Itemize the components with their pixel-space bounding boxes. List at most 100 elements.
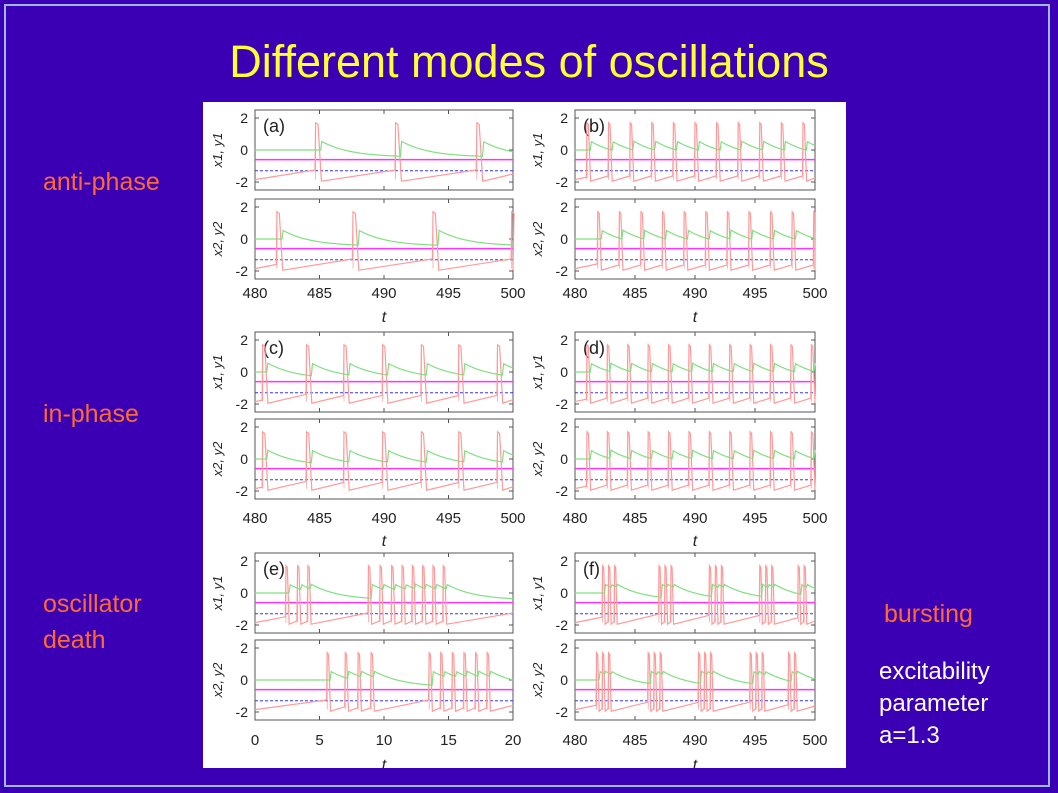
y-tick-label: 2 (240, 199, 248, 215)
chart-panel-a: 2 0 -2 x1, y1 (a) 2 0 -2 x2, y2 480 485 490 495 500 t (210, 109, 526, 326)
x-tick-label: 495 (742, 732, 767, 749)
y-tick-label: 2 (560, 419, 568, 435)
x-tick-label: 0 (251, 732, 259, 749)
y-axis-label: x2, y2 (210, 441, 225, 477)
y-axis-label: x1, y1 (210, 355, 225, 391)
figure-panel: 2 0 -2 x1, y1 (a) 2 0 -2 x2, y2 480 485 490 495 500 t 2… (203, 102, 846, 774)
x-tick-label: 15 (440, 732, 457, 749)
y-axis-label: x2, y2 (530, 221, 545, 257)
x-axis-label: t (382, 533, 387, 550)
y-tick-label: -2 (236, 396, 249, 412)
label-death: death (43, 626, 106, 654)
y-tick-label: 2 (240, 640, 248, 656)
y-variable-trace (575, 362, 816, 373)
y-tick-label: -2 (236, 483, 249, 499)
label-anti-phase: anti-phase (43, 168, 160, 196)
axes-frame (574, 639, 816, 721)
y-axis-label: x1, y1 (210, 576, 225, 612)
y-tick-label: 2 (560, 640, 568, 656)
y-axis-label: x1, y1 (530, 576, 545, 612)
x-axis-label: t (382, 757, 387, 768)
parameter-note: excitability parameter a=1.3 (879, 656, 990, 752)
y-tick-label: 0 (240, 672, 248, 688)
x-tick-label: 500 (802, 510, 827, 527)
axes-frame (254, 552, 514, 634)
x-tick-label: 490 (682, 285, 707, 302)
y-tick-label: -2 (556, 174, 569, 190)
x-tick-label: 490 (371, 510, 396, 527)
x-tick-label: 480 (242, 285, 267, 302)
y-tick-label: 0 (560, 585, 568, 601)
y-axis-label: x1, y1 (530, 355, 545, 391)
x-axis-label: t (693, 533, 698, 550)
x-tick-label: 500 (500, 510, 525, 527)
x-variable-trace (574, 430, 816, 492)
y-tick-label: -2 (556, 396, 569, 412)
x-tick-label: 485 (622, 285, 647, 302)
y-axis-label: x2, y2 (530, 662, 545, 698)
x-tick-label: 500 (500, 285, 525, 302)
x-axis-label: t (693, 757, 698, 768)
y-tick-label: 2 (560, 110, 568, 126)
x-tick-label: 495 (436, 510, 461, 527)
axes-frame (254, 331, 514, 413)
y-tick-label: -2 (556, 263, 569, 279)
y-variable-trace (575, 449, 816, 460)
y-tick-label: 0 (240, 142, 248, 158)
axes-frame (254, 418, 514, 500)
y-variable-trace (255, 140, 514, 157)
y-tick-label: 2 (560, 553, 568, 569)
y-tick-label: -2 (556, 704, 569, 720)
panel-label: (a) (263, 116, 285, 136)
x-tick-label: 495 (436, 285, 461, 302)
chart-panel-f: 2 0 -2 x1, y1 (f) 2 0 -2 x2, y2 480 485 490 495 500 t (530, 552, 828, 774)
y-tick-label: 2 (240, 419, 248, 435)
x-variable-trace (254, 343, 514, 405)
y-variable-trace (255, 362, 514, 377)
x-tick-label: 490 (682, 732, 707, 749)
note-line-3: a=1.3 (879, 722, 940, 749)
y-tick-label: 2 (560, 332, 568, 348)
y-tick-label: 0 (560, 672, 568, 688)
chart-panel-e: 20-2x1, y1(e)20-2x2, y20 5 10 15 20t (210, 552, 522, 774)
x-tick-label: 495 (742, 285, 767, 302)
x-tick-label: 480 (562, 732, 587, 749)
note-line-2: parameter (879, 690, 989, 717)
label-in-phase: in-phase (43, 400, 139, 428)
slide-title: Different modes of oscillations (229, 36, 829, 87)
y-variable-trace (255, 229, 513, 246)
y-tick-label: 0 (240, 231, 248, 247)
label-oscillator: oscillator (43, 590, 142, 618)
x-tick-label: 485 (307, 285, 332, 302)
y-tick-label: -2 (556, 617, 569, 633)
x-tick-label: 485 (622, 732, 647, 749)
x-tick-label: 500 (802, 732, 827, 749)
y-tick-label: 2 (240, 553, 248, 569)
y-tick-label: 0 (240, 585, 248, 601)
y-variable-trace (575, 583, 816, 598)
y-tick-label: 2 (240, 110, 248, 126)
y-variable-trace (255, 449, 514, 464)
x-variable-trace (254, 430, 514, 492)
y-tick-label: 2 (240, 332, 248, 348)
x-axis-label: t (693, 309, 698, 326)
x-tick-label: 20 (505, 732, 522, 749)
x-tick-label: 5 (315, 732, 323, 749)
x-tick-label: 485 (307, 510, 332, 527)
y-axis-label: x1, y1 (530, 133, 545, 169)
x-variable-trace (574, 343, 816, 405)
y-axis-label: x2, y2 (210, 662, 225, 698)
y-variable-trace (575, 229, 816, 240)
y-variable-trace (255, 583, 514, 600)
y-variable-trace (255, 670, 514, 686)
y-variable-trace (575, 670, 816, 685)
y-axis-label: x2, y2 (210, 221, 225, 257)
x-axis-label: t (382, 309, 387, 326)
x-tick-label: 490 (682, 510, 707, 527)
y-tick-label: -2 (236, 617, 249, 633)
label-bursting: bursting (884, 600, 973, 628)
x-tick-label: 495 (742, 510, 767, 527)
